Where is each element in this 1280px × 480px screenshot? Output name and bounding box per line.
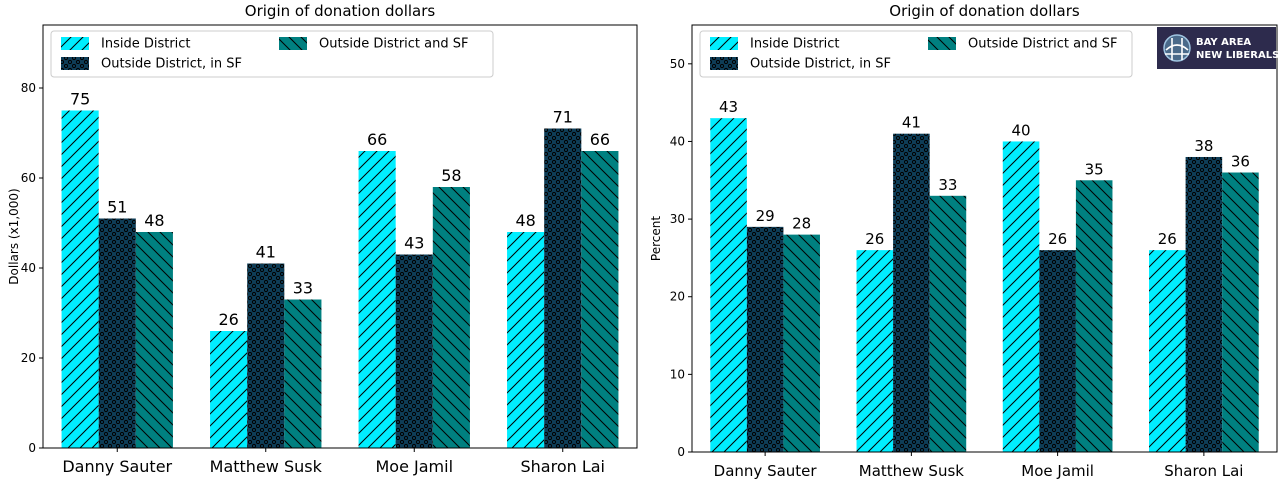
data-label: 33: [293, 279, 313, 298]
bridge-logo-icon: [1163, 34, 1191, 62]
legend-swatch: [61, 37, 89, 50]
bar: [135, 232, 173, 448]
x-tick-label: Danny Sauter: [714, 462, 818, 480]
x-tick-label: Matthew Susk: [859, 462, 965, 480]
legend-swatch: [710, 57, 738, 70]
y-tick-label: 20: [21, 351, 36, 365]
x-tick-label: Sharon Lai: [520, 457, 605, 476]
logo-line-2: NEW LIBERALS: [1196, 50, 1279, 61]
legend-label: Outside District and SF: [968, 37, 1117, 52]
legend-box: [50, 30, 494, 78]
legend-label: Outside District and SF: [319, 37, 468, 52]
bar: [247, 263, 285, 448]
chart-title: Origin of donation dollars: [245, 2, 436, 20]
legend-swatch: [928, 37, 956, 50]
logo-icon-bridge: [1165, 38, 1189, 60]
y-tick-label: 0: [28, 441, 36, 455]
data-label: 38: [1194, 137, 1213, 155]
bar: [1002, 141, 1040, 453]
data-label: 40: [1012, 121, 1031, 139]
bar: [98, 218, 136, 448]
data-label: 26: [1048, 230, 1067, 248]
data-label: 48: [144, 211, 164, 230]
legend-box: [699, 30, 1133, 78]
logo: BAY AREA NEW LIBERALS: [1157, 27, 1279, 69]
legend: Inside District Outside District, in SF Ou…: [699, 30, 1133, 78]
bar: [1222, 172, 1259, 452]
data-label: 48: [515, 211, 535, 230]
legend-label: Outside District, in SF: [101, 57, 242, 72]
y-tick-label: 0: [677, 445, 685, 459]
chart-panel-2: Origin of donation dollars Percent 43 26 40 2…: [649, 2, 1278, 480]
y-tick-label: 40: [21, 261, 36, 275]
bar: [893, 133, 930, 452]
data-label: 41: [256, 243, 276, 262]
data-label: 58: [441, 166, 461, 185]
x-tick-label: Moe Jamil: [375, 457, 453, 476]
bar: [432, 187, 470, 448]
data-label: 41: [902, 114, 921, 132]
data-label: 26: [218, 310, 238, 329]
bar: [358, 151, 396, 448]
data-label: 26: [1158, 230, 1177, 248]
bar: [581, 151, 619, 448]
legend-swatch: [710, 37, 738, 50]
bar: [61, 110, 99, 448]
data-label: 75: [70, 90, 90, 109]
x-tick-label: Sharon Lai: [1164, 462, 1243, 480]
chart-title: Origin of donation dollars: [889, 2, 1080, 20]
y-tick-label: 40: [670, 134, 685, 148]
bar: [544, 128, 582, 448]
legend-label: Outside District, in SF: [750, 57, 891, 72]
data-label: 71: [553, 108, 573, 127]
bar: [929, 195, 967, 453]
data-label: 43: [404, 234, 424, 253]
y-tick-label: 10: [670, 367, 685, 381]
y-tick-label: 50: [670, 57, 685, 71]
bar: [710, 118, 747, 452]
legend-label: Inside District: [101, 37, 191, 52]
data-label: 43: [719, 98, 738, 116]
legend-label: Inside District: [750, 37, 840, 52]
data-label: 33: [938, 176, 957, 194]
logo-line-1: BAY AREA: [1196, 37, 1251, 48]
data-label: 66: [367, 130, 387, 149]
bar: [1185, 156, 1223, 452]
bar: [284, 299, 322, 448]
plot-frame: [691, 24, 1278, 453]
bar: [507, 232, 545, 448]
data-label: 36: [1231, 153, 1250, 171]
y-tick-label: 60: [21, 171, 36, 185]
legend-swatch: [279, 37, 307, 50]
bar: [395, 254, 433, 448]
plot-frame: [42, 24, 638, 449]
legend: Inside District Outside District, in SF Ou…: [50, 30, 494, 78]
x-tick-label: Moe Jamil: [1021, 462, 1094, 480]
x-tick-label: Matthew Susk: [210, 457, 323, 476]
data-label: 35: [1085, 160, 1104, 178]
data-label: 51: [107, 198, 127, 217]
y-axis-label: Percent: [649, 216, 663, 261]
bar: [1039, 250, 1076, 452]
x-tick-label: Danny Sauter: [62, 457, 172, 476]
bar: [210, 331, 248, 448]
legend-swatch: [61, 57, 89, 70]
bar: [783, 234, 820, 452]
y-tick-label: 20: [670, 290, 685, 304]
data-label: 66: [590, 130, 610, 149]
bar: [1149, 250, 1186, 452]
bar: [1075, 180, 1113, 453]
chart-panel-1: Origin of donation dollars Dollars (x1,00…: [7, 2, 638, 476]
data-label: 29: [756, 207, 775, 225]
y-tick-label: 30: [670, 212, 685, 226]
data-label: 26: [865, 230, 884, 248]
bar: [856, 250, 894, 452]
data-label: 28: [792, 215, 811, 233]
bar: [746, 226, 784, 452]
y-tick-label: 80: [21, 81, 36, 95]
y-axis-label: Dollars (x1,000): [7, 188, 21, 284]
